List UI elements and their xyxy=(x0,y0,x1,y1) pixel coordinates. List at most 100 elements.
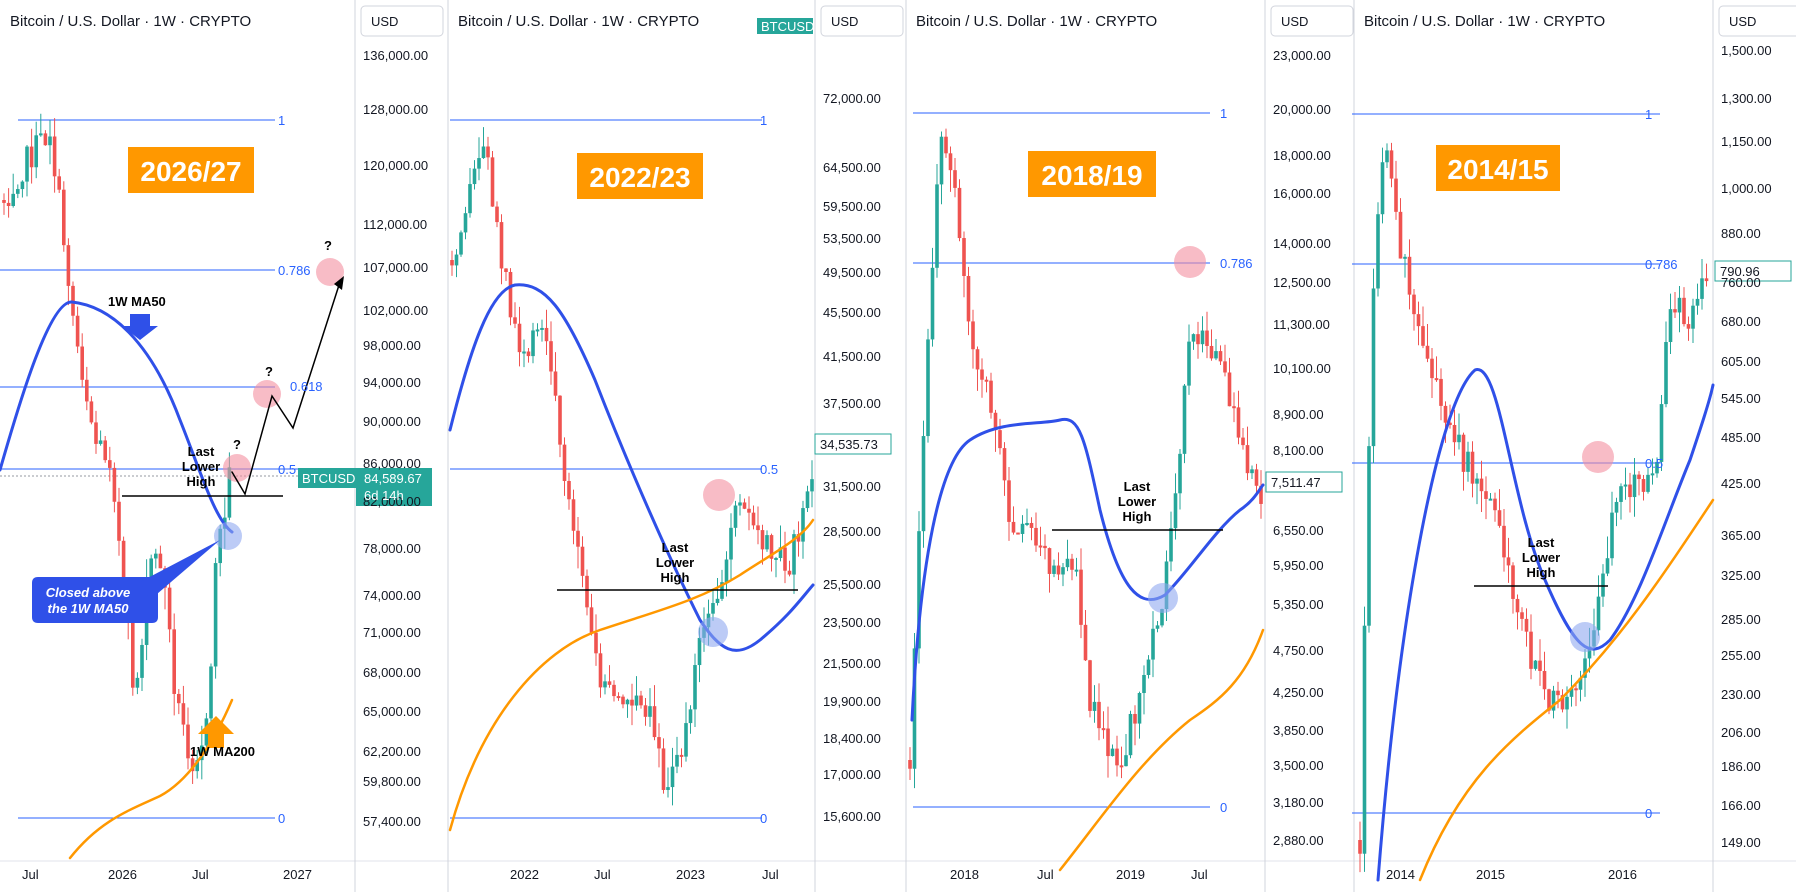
candle-body xyxy=(1641,479,1646,492)
candle-body xyxy=(760,530,765,550)
fib-level-label: 0.786 xyxy=(1645,257,1678,272)
ma200-line xyxy=(1058,628,1265,872)
candle-body xyxy=(576,530,580,547)
resistance-circle xyxy=(703,479,735,511)
candle-body xyxy=(1619,486,1623,502)
candle-body xyxy=(48,136,52,146)
candle-body xyxy=(1038,545,1043,548)
candle-body xyxy=(778,547,783,558)
candle-body xyxy=(66,245,71,286)
y-tick-label: 25,500.00 xyxy=(823,577,881,592)
candle-body xyxy=(944,136,948,154)
candle-body xyxy=(984,379,989,382)
y-tick-label: 680.00 xyxy=(1721,314,1761,329)
candle-body xyxy=(43,133,48,146)
candle-body xyxy=(948,153,953,171)
candle-body xyxy=(1560,695,1565,710)
candle-body xyxy=(783,547,787,571)
candle-body xyxy=(1704,278,1709,282)
y-tick-label: 19,900.00 xyxy=(823,694,881,709)
y-tick-label: 880.00 xyxy=(1721,226,1761,241)
y-tick-label: 485.00 xyxy=(1721,430,1761,445)
currency-label: USD xyxy=(1729,14,1756,29)
y-tick-label: 23,500.00 xyxy=(823,615,881,630)
candles-panel xyxy=(908,128,1263,789)
candle-body xyxy=(75,315,80,347)
candle-body xyxy=(1610,512,1614,559)
era-label-bg xyxy=(128,147,254,193)
ma200-line xyxy=(448,518,815,832)
candle-body xyxy=(1416,314,1421,327)
candle-body xyxy=(499,222,504,269)
x-tick-label: 2014 xyxy=(1386,867,1415,882)
x-tick-label: 2019 xyxy=(1116,867,1145,882)
candle-body xyxy=(585,575,589,608)
y-tick-label: 72,000.00 xyxy=(823,91,881,106)
candle-body xyxy=(154,553,158,559)
candle-body xyxy=(926,339,930,437)
fib-level-label: 1 xyxy=(1645,107,1652,122)
annotation-high: High xyxy=(1527,565,1556,580)
candle-body xyxy=(1479,478,1484,492)
annotation-high: High xyxy=(661,570,690,585)
candle-body xyxy=(1695,298,1700,306)
candle-body xyxy=(200,745,204,761)
price-tag-bg xyxy=(814,433,892,455)
candle-body xyxy=(1196,334,1200,345)
candle-body xyxy=(495,206,499,223)
candle-body xyxy=(1398,211,1403,259)
candle-body xyxy=(1245,445,1250,474)
candle-body xyxy=(213,563,218,667)
era-label: 2022/23 xyxy=(589,162,690,193)
callout-pointer xyxy=(140,540,220,600)
candle-body xyxy=(1025,522,1029,525)
candle-body xyxy=(589,607,594,633)
candle-body xyxy=(643,705,648,717)
x-tick-label: 2027 xyxy=(283,867,312,882)
candle-body xyxy=(621,696,625,705)
candle-body xyxy=(1655,461,1659,474)
fib-level-label: 0.5 xyxy=(760,462,778,477)
x-tick-label: Jul xyxy=(1191,867,1208,882)
candle-body xyxy=(1524,618,1529,632)
candle-body xyxy=(1457,434,1461,443)
candle-body xyxy=(634,695,639,706)
candle-body xyxy=(177,693,181,704)
candle-body xyxy=(1146,659,1151,675)
candle-body xyxy=(1232,406,1236,409)
ma50-cross-circle xyxy=(698,617,728,647)
candle-body xyxy=(454,254,459,266)
y-tick-label: 1,000.00 xyxy=(1721,181,1772,196)
candle-body xyxy=(930,267,935,340)
era-label-bg xyxy=(577,153,703,199)
currency-button xyxy=(360,5,444,37)
y-tick-label: 57,400.00 xyxy=(363,814,421,829)
fib-level-label: 0.786 xyxy=(278,263,311,278)
candle-body xyxy=(1110,748,1115,757)
ma50-line xyxy=(1376,368,1715,882)
candle-body xyxy=(20,181,25,190)
candle-body xyxy=(1650,473,1655,476)
candle-body xyxy=(774,557,778,560)
candle-body xyxy=(1362,625,1367,854)
y-tick-label: 94,000.00 xyxy=(363,375,421,390)
candle-body xyxy=(1074,569,1079,572)
candle-body xyxy=(594,632,598,654)
y-tick-label: 285.00 xyxy=(1721,612,1761,627)
y-tick-label: 112,000.00 xyxy=(363,217,427,232)
x-tick-label: Jul xyxy=(22,867,39,882)
candle-body xyxy=(89,401,94,423)
candle-body xyxy=(1682,297,1686,325)
candle-body xyxy=(630,699,634,706)
candle-body xyxy=(724,559,729,583)
candle-body xyxy=(1358,840,1362,854)
price-tag-bg xyxy=(1714,260,1792,282)
candle-body xyxy=(598,653,603,688)
candle-body xyxy=(490,157,495,207)
x-tick-label: 2016 xyxy=(1608,867,1637,882)
candle-body xyxy=(513,317,517,324)
currency-label: USD xyxy=(831,14,858,29)
candle-body xyxy=(993,412,998,431)
candle-body xyxy=(1488,498,1493,501)
y-tick-label: 8,100.00 xyxy=(1273,443,1324,458)
